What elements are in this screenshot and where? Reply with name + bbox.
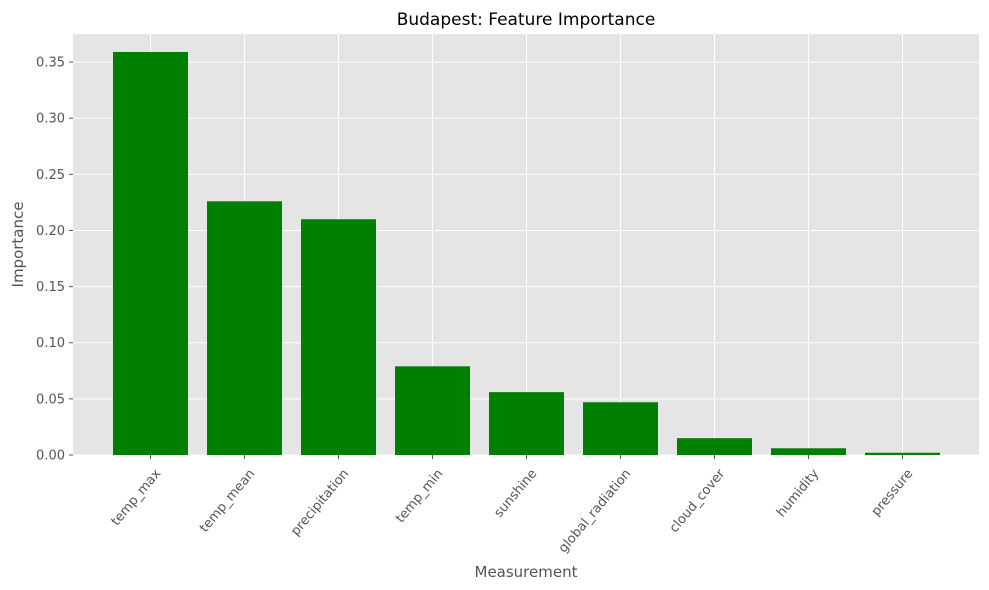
y-tick-label: 0.15 — [36, 280, 65, 295]
bars — [113, 51, 940, 455]
y-axis-ticks: 0.00 0.05 0.10 0.15 0.20 0.25 0.30 0.35 — [36, 56, 73, 464]
x-tick-label: global_radiation — [556, 467, 634, 556]
y-axis-label: Importance — [9, 202, 27, 288]
bar-temp-min — [395, 366, 470, 455]
x-axis-ticks: temp_max temp_mean precipitation temp_min su… — [109, 455, 917, 556]
y-tick-label: 0.35 — [36, 56, 65, 71]
x-axis-label: Measurement — [475, 563, 578, 581]
chart-title: Budapest: Feature Importance — [397, 10, 656, 30]
bar-cloud-cover — [677, 438, 752, 455]
bar-global-radiation — [583, 402, 658, 455]
bar-sunshine — [489, 392, 564, 455]
x-tick-label: temp_min — [393, 467, 446, 526]
y-tick-label: 0.10 — [36, 336, 65, 351]
x-tick-label: precipitation — [288, 467, 352, 539]
x-tick-label: humidity — [774, 466, 823, 520]
y-tick-label: 0.20 — [36, 224, 65, 239]
x-tick-label: pressure — [869, 467, 917, 520]
x-tick-label: temp_max — [109, 466, 165, 529]
bar-humidity — [771, 448, 846, 455]
bar-pressure — [865, 452, 940, 455]
bar-precipitation — [301, 219, 376, 455]
y-tick-label: 0.05 — [36, 392, 65, 407]
bar-temp-mean — [207, 201, 282, 455]
x-tick-label: temp_mean — [197, 467, 258, 536]
bar-temp-max — [113, 51, 188, 455]
x-tick-label: sunshine — [491, 467, 540, 521]
x-tick-label: cloud_cover — [667, 466, 729, 536]
y-tick-label: 0.30 — [36, 112, 65, 127]
y-tick-label: 0.25 — [36, 168, 65, 183]
y-tick-label: 0.00 — [36, 449, 65, 464]
